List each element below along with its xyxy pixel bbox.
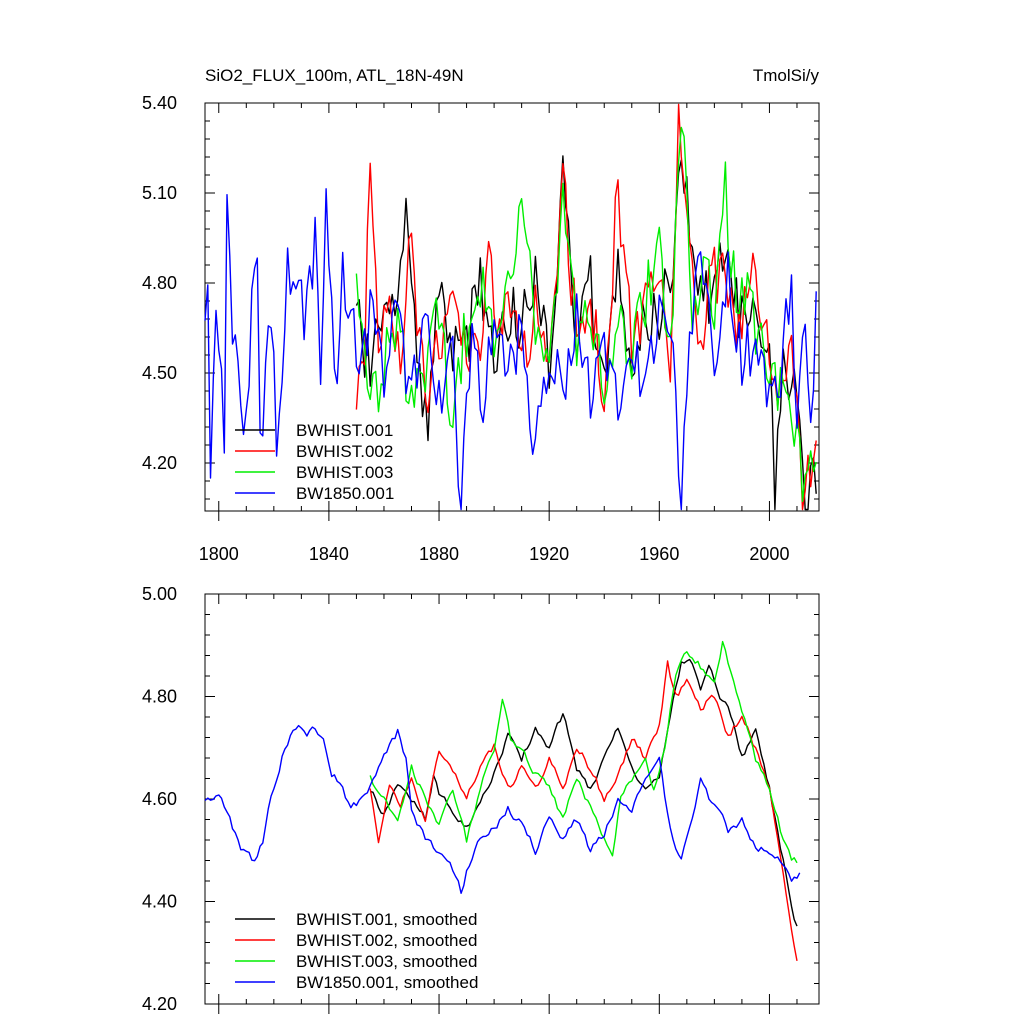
x-tick-label: 1960	[639, 544, 679, 564]
top-panel-raw-series: 4.20 4.50 4.80 5.10 5.40 1800 1840 1880 1920 1960…	[142, 66, 820, 564]
y-tick-label: 4.20	[142, 994, 177, 1014]
y-tick-label: 4.40	[142, 892, 177, 912]
y-tick-label: 4.80	[142, 273, 177, 293]
series-line-bwhist-003-smoothed	[369, 640, 798, 864]
plot-frame	[204, 102, 820, 512]
chart-title-left: SiO2_FLUX_100m, ATL_18N-49N	[205, 66, 464, 85]
legend-label: BWHIST.003, smoothed	[296, 952, 477, 971]
y-tick-label: 5.40	[142, 93, 177, 113]
series-line-bwhist-001-smoothed	[369, 658, 798, 927]
y-tick-label: 4.80	[142, 687, 177, 707]
legend-label: BWHIST.001	[296, 421, 393, 440]
y-tick-label: 4.50	[142, 363, 177, 383]
x-tick-label: 1920	[529, 544, 569, 564]
x-tick-label: 1840	[309, 544, 349, 564]
chart-title-units: TmolSi/y	[753, 66, 820, 85]
bottom-panel-smoothed-series: 4.20 4.40 4.60 4.80 5.00 BWHIST.001, smoothed…	[142, 584, 820, 1014]
y-tick-label: 4.20	[142, 453, 177, 473]
legend-label: BWHIST.002, smoothed	[296, 931, 477, 950]
legend-label: BW1850.001	[296, 484, 394, 503]
legend-label: BWHIST.002	[296, 442, 393, 461]
x-tick-label: 1800	[199, 544, 239, 564]
legend-label: BW1850.001, smoothed	[296, 973, 478, 992]
series-line-bwhist-002-smoothed	[369, 660, 798, 962]
series-line-bw1850-001-smoothed	[204, 724, 801, 894]
legend-label: BWHIST.001, smoothed	[296, 910, 477, 929]
series-line-bwhist-003	[355, 126, 817, 502]
series-line-bw1850-001	[204, 188, 817, 511]
y-tick-label: 4.60	[142, 789, 177, 809]
series-line-bwhist-002	[355, 103, 817, 511]
x-tick-label: 2000	[749, 544, 789, 564]
y-tick-label: 5.00	[142, 584, 177, 604]
y-tick-label: 5.10	[142, 183, 177, 203]
legend-label: BWHIST.003	[296, 463, 393, 482]
x-tick-label: 1880	[419, 544, 459, 564]
